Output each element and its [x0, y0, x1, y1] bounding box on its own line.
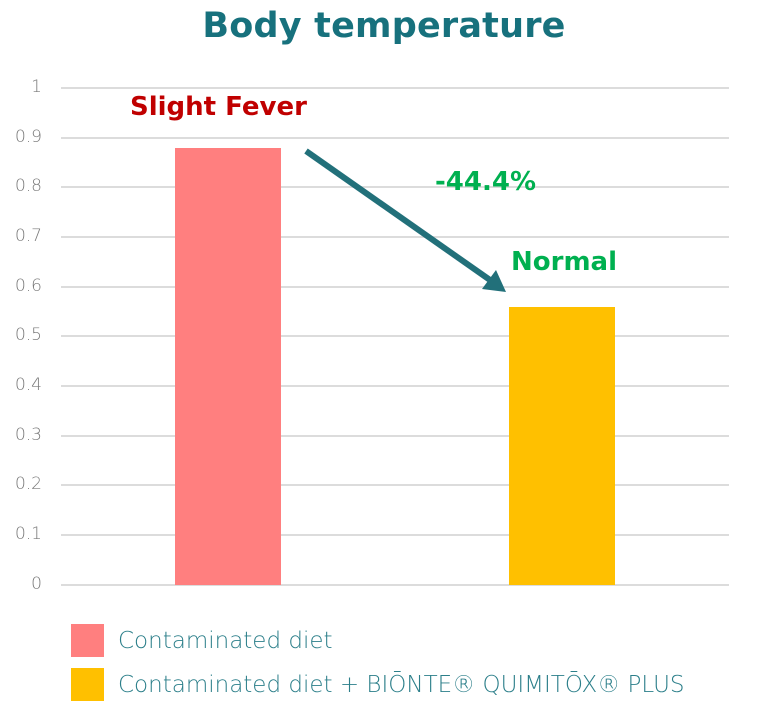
bar-contaminated-diet [175, 148, 281, 585]
legend-label: Contaminated diet [118, 627, 333, 654]
y-tick: 1 [31, 77, 42, 97]
y-tick: 0.7 [14, 226, 42, 246]
annotation-slight-fever: Slight Fever [130, 92, 307, 122]
gridline [61, 534, 729, 536]
annotation-change-percent: -44.4% [435, 167, 536, 197]
gridline [61, 236, 729, 238]
legend-swatch [71, 668, 104, 701]
legend-item-contaminated-diet: Contaminated diet [71, 624, 333, 657]
y-tick: 0.6 [14, 276, 42, 296]
gridline [61, 186, 729, 188]
y-tick: 0.2 [14, 474, 42, 494]
y-tick: 0.4 [14, 375, 42, 395]
y-tick: 0.1 [14, 524, 42, 544]
y-tick: 0.3 [14, 425, 42, 445]
gridline [61, 137, 729, 139]
gridline [61, 87, 729, 89]
y-tick: 0.8 [14, 176, 42, 196]
y-tick: 0.9 [14, 127, 42, 147]
gridline [61, 335, 729, 337]
gridline [61, 484, 729, 486]
gridline [61, 385, 729, 387]
gridline [61, 435, 729, 437]
y-tick: 0 [31, 574, 42, 594]
legend-swatch [71, 624, 104, 657]
chart-title: Body temperature [202, 6, 566, 46]
bar-contaminated-diet-quimitox [509, 307, 615, 585]
y-tick: 0.5 [14, 325, 42, 345]
gridline [61, 584, 729, 586]
annotation-normal: Normal [511, 247, 617, 277]
legend-item-contaminated-diet-quimitox: Contaminated diet + BIŌNTE® QUIMITŌX® PL… [71, 668, 685, 701]
gridline [61, 286, 729, 288]
legend-label: Contaminated diet + BIŌNTE® QUIMITŌX® PL… [118, 671, 685, 698]
